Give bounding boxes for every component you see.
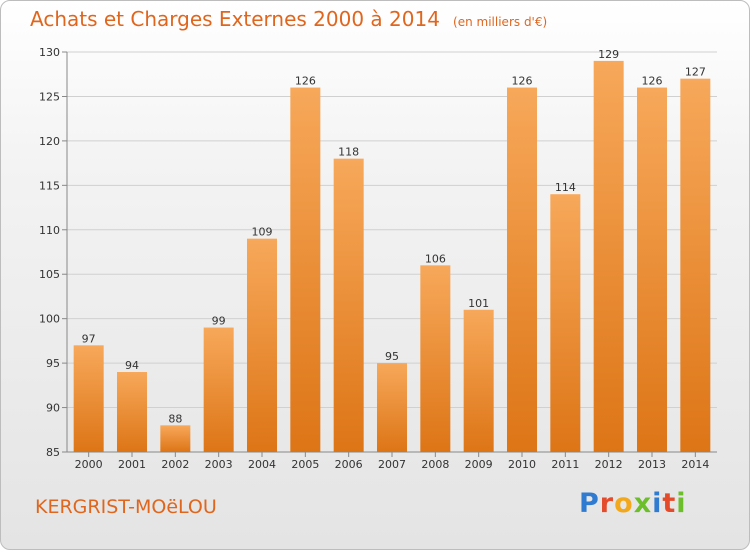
y-tick-label: 115: [39, 179, 60, 192]
data-label: 95: [385, 350, 399, 363]
proxiti-logo: Proxiti: [579, 488, 687, 519]
bar: [160, 425, 191, 452]
x-tick-label: 2012: [595, 458, 623, 471]
x-tick-label: 2008: [421, 458, 449, 471]
bar: [593, 60, 624, 453]
y-tick-label: 125: [39, 90, 60, 103]
x-tick-label: 2003: [205, 458, 233, 471]
data-label: 106: [425, 252, 446, 265]
x-tick-label: 2005: [291, 458, 319, 471]
bar: [117, 372, 147, 452]
commune-name: KERGRIST-MOëLOU: [35, 496, 217, 518]
bar: [507, 87, 537, 453]
y-tick-label: 100: [39, 313, 60, 326]
x-tick-label: 2011: [551, 458, 579, 471]
y-tick-label: 95: [46, 357, 60, 370]
data-label: 114: [555, 181, 576, 194]
bar: [550, 194, 581, 452]
data-label: 129: [598, 48, 619, 61]
y-tick-label: 85: [46, 446, 60, 459]
y-tick-label: 130: [39, 46, 60, 59]
x-tick-label: 2009: [465, 458, 493, 471]
bar: [333, 158, 364, 452]
data-label: 127: [685, 66, 706, 79]
bar: [73, 345, 104, 452]
y-tick-label: 105: [39, 268, 60, 281]
bar: [637, 87, 667, 453]
chart-subtitle: (en milliers d'€): [453, 15, 548, 29]
x-tick-label: 2006: [335, 458, 363, 471]
data-label: 118: [338, 146, 359, 159]
data-label: 126: [512, 75, 533, 88]
data-label: 94: [125, 359, 139, 372]
bar: [290, 87, 321, 453]
y-tick-label: 90: [46, 402, 60, 415]
bar: [680, 78, 711, 453]
data-label: 126: [642, 75, 663, 88]
bar: [377, 363, 407, 452]
x-tick-label: 2013: [638, 458, 666, 471]
bar: [463, 309, 494, 452]
bar: [247, 238, 277, 452]
x-tick-label: 2001: [118, 458, 146, 471]
y-tick-label: 110: [39, 224, 60, 237]
data-label: 97: [82, 332, 96, 345]
data-label: 101: [468, 297, 489, 310]
data-label: 109: [252, 226, 273, 239]
y-tick-label: 120: [39, 135, 60, 148]
bar: [203, 327, 234, 452]
data-label: 88: [168, 412, 182, 425]
bar: [420, 265, 451, 452]
chart-title: Achats et Charges Externes 2000 à 2014: [30, 7, 440, 31]
x-tick-label: 2007: [378, 458, 406, 471]
x-tick-label: 2010: [508, 458, 536, 471]
x-tick-label: 2002: [161, 458, 189, 471]
data-label: 126: [295, 75, 316, 88]
x-tick-label: 2004: [248, 458, 276, 471]
data-label: 99: [212, 315, 226, 328]
x-tick-label: 2014: [681, 458, 709, 471]
x-tick-label: 2000: [75, 458, 103, 471]
title-row: Achats et Charges Externes 2000 à 2014 (…: [30, 7, 547, 31]
